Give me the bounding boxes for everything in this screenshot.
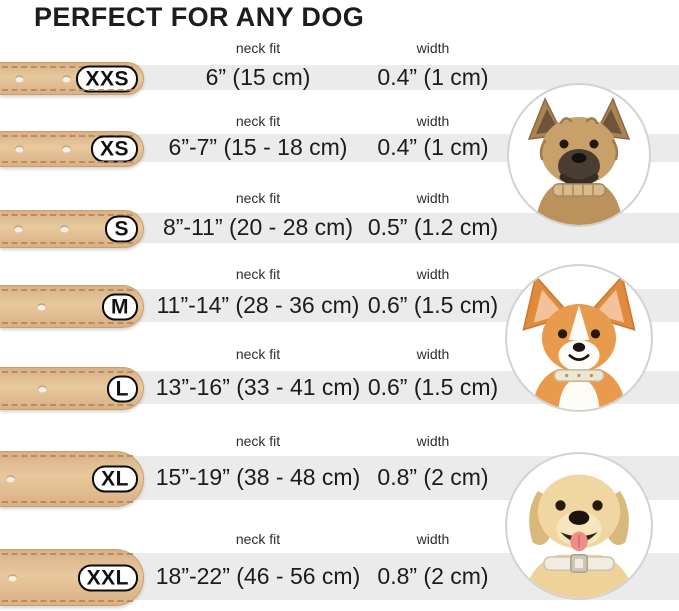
collar-hole bbox=[62, 145, 71, 153]
column-header-neck-fit: neck fit bbox=[235, 266, 281, 282]
width-value: 0.6” (1.5 cm) bbox=[367, 291, 499, 318]
column-header-neck-fit: neck fit bbox=[235, 433, 281, 449]
collar-hole bbox=[14, 225, 23, 233]
neck-fit-value: 18”-22” (46 - 56 cm) bbox=[155, 562, 361, 589]
collar-strap: M bbox=[0, 285, 144, 328]
collar-hole bbox=[15, 145, 24, 153]
size-pill: XL bbox=[92, 465, 138, 493]
collar-hole bbox=[15, 75, 24, 82]
collar-hole bbox=[37, 303, 46, 310]
collar-hole bbox=[8, 574, 17, 581]
size-pill: S bbox=[105, 215, 138, 243]
size-pill: XXL bbox=[77, 564, 138, 591]
collar-hole bbox=[38, 385, 47, 392]
neck-fit-value: 6”-7” (15 - 18 cm) bbox=[168, 133, 348, 160]
column-header-width: width bbox=[416, 266, 450, 282]
width-value: 0.4” (1 cm) bbox=[377, 63, 489, 90]
collar-strap: L bbox=[0, 367, 144, 410]
column-header-width: width bbox=[416, 40, 450, 56]
neck-fit-value: 11”-14” (28 - 36 cm) bbox=[156, 291, 360, 318]
column-header-width: width bbox=[416, 113, 450, 129]
collar-hole bbox=[60, 225, 69, 233]
collar-hole bbox=[62, 75, 71, 82]
width-value: 0.5” (1.2 cm) bbox=[367, 213, 499, 240]
collar-hole bbox=[6, 475, 15, 483]
neck-fit-value: 6” (15 cm) bbox=[205, 63, 311, 90]
size-pill: XXS bbox=[76, 65, 138, 92]
size-pill: M bbox=[102, 293, 138, 320]
column-header-neck-fit: neck fit bbox=[235, 531, 281, 547]
corgi-dog-photo bbox=[522, 274, 636, 410]
size-pill: XS bbox=[90, 135, 138, 163]
page-title: PERFECT FOR ANY DOG bbox=[34, 2, 365, 32]
collar-strap: XS bbox=[0, 131, 144, 167]
column-header-width: width bbox=[416, 346, 450, 362]
column-header-neck-fit: neck fit bbox=[235, 40, 281, 56]
terrier-dog-photo bbox=[527, 97, 631, 225]
neck-fit-value: 13”-16” (33 - 41 cm) bbox=[155, 373, 361, 400]
width-value: 0.4” (1 cm) bbox=[377, 133, 489, 160]
column-header-neck-fit: neck fit bbox=[235, 113, 281, 129]
column-header-width: width bbox=[416, 531, 450, 547]
collar-strap: XXL bbox=[0, 549, 144, 606]
dog-photo-circle bbox=[505, 452, 653, 600]
dog-photo-circle bbox=[505, 264, 653, 412]
column-header-width: width bbox=[416, 190, 450, 206]
size-pill: L bbox=[106, 375, 138, 402]
neck-fit-value: 15”-19” (38 - 48 cm) bbox=[155, 463, 361, 490]
width-value: 0.8” (2 cm) bbox=[377, 562, 489, 589]
collar-strap: XXS bbox=[0, 62, 144, 95]
width-value: 0.6” (1.5 cm) bbox=[367, 373, 499, 400]
neck-fit-value: 8”-11” (20 - 28 cm) bbox=[162, 213, 353, 240]
column-header-neck-fit: neck fit bbox=[235, 346, 281, 362]
width-value: 0.8” (2 cm) bbox=[377, 463, 489, 490]
column-header-width: width bbox=[416, 433, 450, 449]
dog-photo-circle bbox=[507, 83, 651, 227]
labrador-dog-photo bbox=[523, 474, 635, 598]
collar-strap: S bbox=[0, 210, 144, 248]
column-header-neck-fit: neck fit bbox=[235, 190, 281, 206]
collar-strap: XL bbox=[0, 451, 144, 507]
